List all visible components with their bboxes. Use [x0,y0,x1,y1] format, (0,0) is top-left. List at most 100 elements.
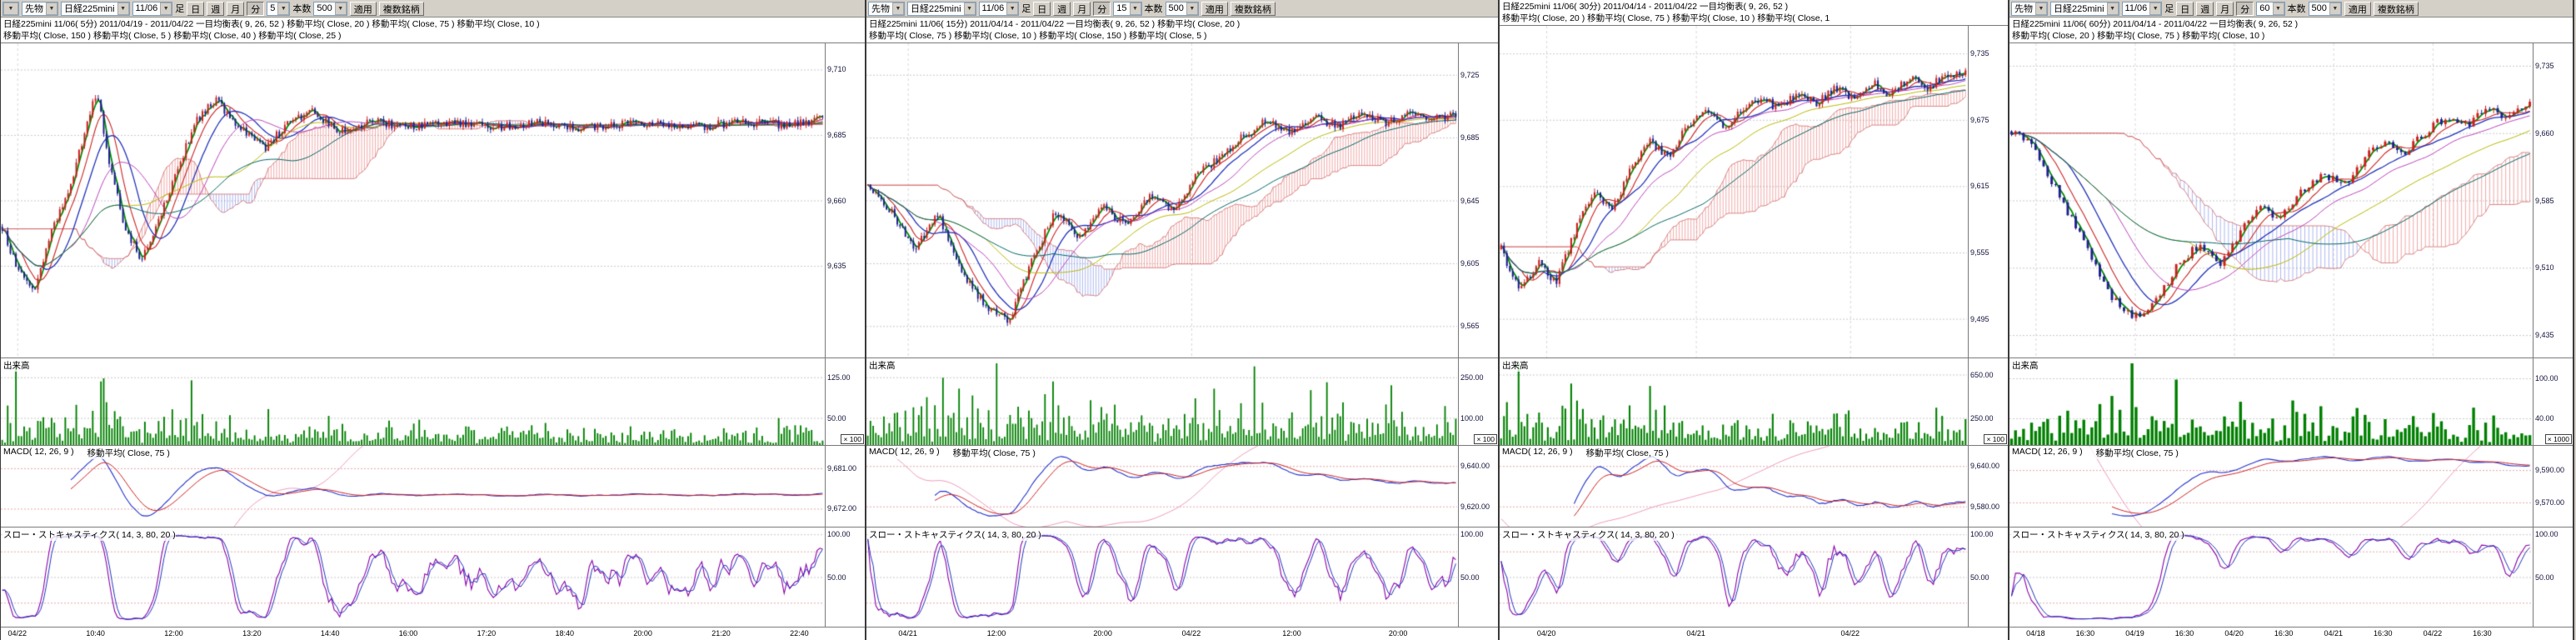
time-label: 16:30 [2174,629,2194,638]
apply-button[interactable]: 適用 [349,1,377,16]
time-label: 13:20 [242,629,262,638]
price-chart-canvas[interactable] [866,43,1457,358]
period-day-button[interactable]: 日 [2176,1,2194,16]
symbol-combo[interactable]: 日経225mini ▼ [907,1,976,16]
price-chart-pane: 9,735 9,675 9,615 9,555 9,495 [1500,25,2008,358]
period-month-button[interactable]: 月 [2216,1,2234,16]
bar-count-combo[interactable]: 500 ▼ [313,1,347,16]
chevron-down-icon: ▼ [892,2,904,15]
instrument-type-combo[interactable]: 先物 ▼ [2011,1,2048,16]
period-day-button[interactable]: 日 [187,1,205,16]
price-chart-canvas[interactable] [1,43,824,358]
chevron-down-icon: ▼ [1129,2,1141,15]
axis-value-label: 9,735 [2535,61,2554,70]
interval-combo[interactable]: 5 ▼ [267,1,291,16]
bar-type-label: 足 [2164,4,2174,14]
instrument-type-combo[interactable]: 先物 ▼ [868,1,905,16]
chevron-down-icon: ▼ [3,2,18,15]
time-axis: 04/20 04/21 04/22 [1500,627,2008,640]
axis-value-label: 9,681.00 [827,463,857,472]
period-day-button[interactable]: 日 [1033,1,1051,16]
volume-canvas[interactable] [866,358,1457,445]
volume-label: 出来高 [869,359,896,372]
price-chart-canvas[interactable] [2009,43,2532,358]
bar-type-label: 足 [1021,4,1031,14]
chart-title-line2: 移動平均( Close, 20 ) 移動平均( Close, 75 ) 移動平均… [2012,31,2265,41]
axis-value-label: 50.00 [827,413,846,422]
period-month-button[interactable]: 月 [227,1,245,16]
chart-header: 日経225mini 11/06( 15分) 2011/04/14 - 2011/… [866,18,1498,42]
price-chart-pane: 9,735 9,660 9,585 9,510 9,435 [2009,42,2573,358]
stochastics-canvas[interactable] [1,528,824,627]
bar-count-combo[interactable]: 500 ▼ [1165,1,1199,16]
period-month-button[interactable]: 月 [1073,1,1091,16]
macd-ma-label: 移動平均( Close, 75 ) [87,448,170,458]
time-label: 12:00 [164,629,183,638]
period-minute-button[interactable]: 分 [1093,1,1111,16]
apply-button[interactable]: 適用 [2344,1,2371,16]
axis-value-label: 9,685 [1460,133,1480,142]
time-label: 16:30 [2473,629,2492,638]
stochastics-pane: スロー・ストキャスティクス( 14, 3, 80, 20 ) 100.00 50.… [2009,527,2573,627]
chevron-down-icon: ▼ [334,2,347,15]
multi-symbol-button[interactable]: 複数銘柄 [378,1,424,16]
contract-month-combo[interactable]: 11/06 ▼ [132,1,173,16]
axis-value-label: 100.00 [1460,413,1484,422]
multi-symbol-button[interactable]: 複数銘柄 [1230,1,1276,16]
period-week-button[interactable]: 週 [2196,1,2214,16]
volume-unit-badge: × 100 [1984,434,2007,444]
bar-count-combo[interactable]: 500 ▼ [2308,1,2342,16]
macd-canvas[interactable] [866,446,1457,527]
axis-value-label: 250.00 [1460,372,1484,382]
macd-canvas[interactable] [1,446,824,527]
stochastics-canvas[interactable] [866,528,1457,627]
apply-button[interactable]: 適用 [1201,1,1228,16]
axis-value-label: 9,435 [2535,331,2554,340]
chart-selector-combo[interactable]: ▼ [2,1,19,16]
axis-value-label: 9,620.00 [1460,502,1490,511]
time-label: 20:00 [1388,629,1408,638]
symbol-combo[interactable]: 日経225mini ▼ [61,1,130,16]
period-week-button[interactable]: 週 [207,1,225,16]
symbol-combo[interactable]: 日経225mini ▼ [2050,1,2119,16]
volume-canvas[interactable] [1500,358,1967,445]
interval-combo[interactable]: 60 ▼ [2256,1,2285,16]
macd-canvas[interactable] [1500,446,1967,527]
stochastics-canvas[interactable] [2009,528,2532,627]
contract-month-combo[interactable]: 11/06 ▼ [2121,1,2163,16]
axis-value-label: 9,580.00 [1970,502,2000,511]
volume-axis: × 100 125.00 50.00 [825,358,865,445]
period-minute-button[interactable]: 分 [247,1,265,16]
price-chart-canvas[interactable] [1500,26,1967,358]
stochastics-canvas[interactable] [1500,528,1967,627]
time-label: 16:00 [398,629,418,638]
axis-value-label: 100.00 [2535,530,2559,539]
price-axis: 9,725 9,685 9,645 9,605 9,565 [1458,43,1498,358]
axis-value-label: 50.00 [1460,572,1480,582]
chart-title-line2: 移動平均( Close, 75 ) 移動平均( Close, 10 ) 移動平均… [869,31,1207,41]
stochastics-axis: 100.00 50.00 [2533,528,2573,627]
stochastics-label: スロー・ストキャスティクス( 14, 3, 80, 20 ) [1502,528,1675,541]
volume-canvas[interactable] [2009,358,2532,445]
instrument-type-combo[interactable]: 先物 ▼ [22,1,58,16]
axis-value-label: 9,635 [827,262,846,271]
bar-count-label: 本数 [2287,4,2306,14]
multi-symbol-button[interactable]: 複数銘柄 [2373,1,2419,16]
volume-unit-badge: × 1000 [2544,434,2572,444]
time-label: 04/21 [1686,629,1705,638]
contract-month-combo[interactable]: 11/06 ▼ [978,1,1020,16]
volume-canvas[interactable] [1,358,824,445]
chevron-down-icon: ▼ [2149,2,2162,15]
stochastics-pane: スロー・ストキャスティクス( 14, 3, 80, 20 ) 100.00 50.… [866,527,1498,627]
axis-value-label: 50.00 [1970,572,1989,582]
time-label: 12:00 [986,629,1006,638]
chart-title-line1: 日経225mini 11/06( 15分) 2011/04/14 - 2011/… [869,19,1241,29]
chevron-down-icon: ▼ [2035,2,2047,15]
interval-combo[interactable]: 15 ▼ [1113,1,1142,16]
period-minute-button[interactable]: 分 [2236,1,2254,16]
price-chart-pane: 9,710 9,685 9,660 9,635 [1,42,865,358]
period-week-button[interactable]: 週 [1053,1,1071,16]
macd-canvas[interactable] [2009,446,2532,527]
macd-ma-label: 移動平均( Close, 75 ) [2095,448,2179,458]
